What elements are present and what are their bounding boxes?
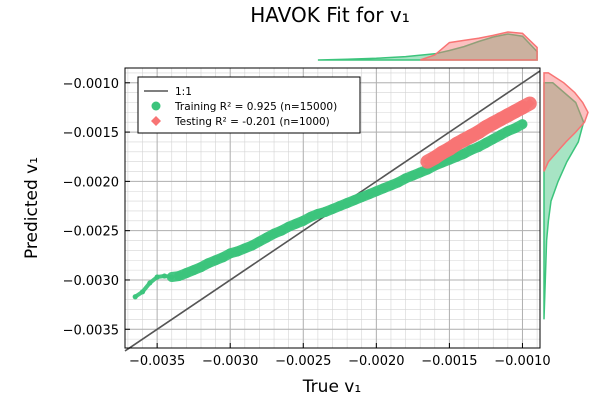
y-marginal-testing	[543, 72, 589, 172]
y-tick-label: −0.0010	[63, 77, 119, 92]
x-marginal-training	[317, 33, 538, 61]
x-tick-label: −0.0025	[275, 354, 331, 369]
testing-point	[524, 98, 535, 109]
training-point-band	[510, 119, 528, 134]
legend-swatch-circle	[151, 101, 161, 111]
y-tick-label: −0.0020	[63, 175, 119, 190]
y-axis: −0.0035 −0.0030 −0.0025 −0.0020 −0.0015 −0.00…	[63, 77, 130, 338]
y-tick-label: −0.0025	[63, 225, 119, 240]
y-marginal-training	[543, 82, 585, 320]
legend-label: 1:1	[175, 86, 192, 98]
testing-points	[420, 96, 537, 169]
chart-title: HAVOK Fit for v₁	[250, 3, 410, 27]
legend-items: 1:1 Training R² = 0.925 (n=15000) Testing …	[144, 86, 337, 128]
legend: 1:1 Training R² = 0.925 (n=15000) Testing …	[137, 76, 361, 134]
y-tick-label: −0.0035	[63, 323, 119, 338]
y-axis-label: Predicted v₁	[22, 157, 42, 259]
x-axis-label: True v₁	[302, 377, 361, 397]
plot-frame	[124, 67, 541, 349]
x-tick-label: −0.0030	[202, 354, 258, 369]
legend-box	[137, 76, 361, 134]
x-marginal-testing	[419, 31, 538, 61]
x-tick-label: −0.0035	[129, 354, 185, 369]
legend-label: Training R² = 0.925 (n=15000)	[174, 101, 337, 113]
x-marginal-density	[317, 31, 538, 61]
training-points	[132, 119, 528, 300]
x-tick-label: −0.0020	[348, 354, 404, 369]
x-axis: −0.0035 −0.0030 −0.0025 −0.0020 −0.0015 −0.00…	[129, 343, 551, 369]
legend-swatch-diamond	[151, 116, 161, 126]
legend-label: Testing R² = -0.201 (n=1000)	[174, 116, 330, 128]
x-tick-label: −0.0010	[494, 354, 550, 369]
x-tick-label: −0.0015	[421, 354, 477, 369]
y-marginal-density	[543, 72, 589, 320]
y-tick-label: −0.0030	[63, 274, 119, 289]
y-tick-label: −0.0015	[63, 126, 119, 141]
